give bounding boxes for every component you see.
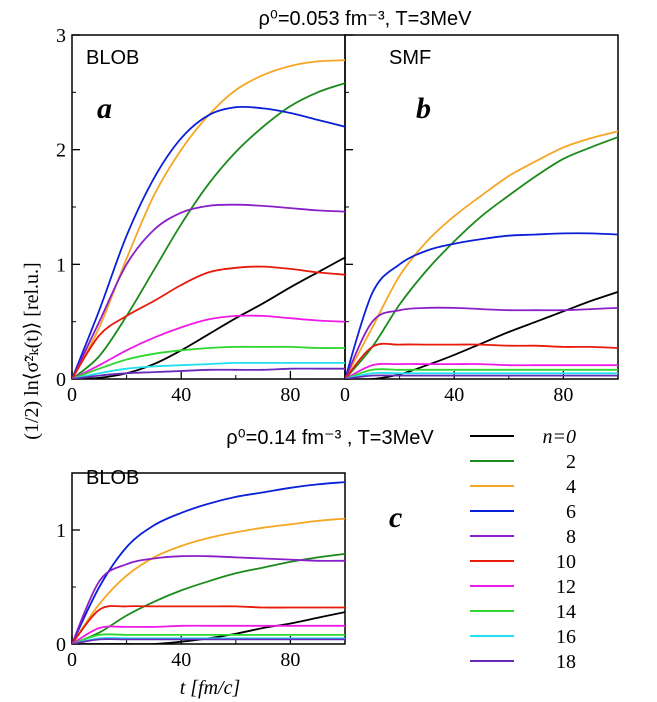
panel-b-series-8	[345, 306, 618, 379]
legend-label: 12	[556, 576, 576, 598]
panel-c-frame	[71, 472, 346, 645]
panel-c-series-4	[72, 517, 345, 644]
panel-b-series-2	[345, 136, 618, 379]
panel-a-xtick-label: 80	[280, 384, 300, 406]
panel-a-series-14	[72, 345, 345, 379]
panel-c-model-label: BLOB	[86, 467, 139, 489]
panel-c-series-16	[72, 636, 345, 644]
panel-c-series-12	[72, 624, 345, 644]
legend-label: 2	[566, 451, 576, 473]
panel-a-ytick-label: 0	[56, 369, 66, 391]
legend-label: 10	[556, 551, 576, 573]
panel-a-series-2	[72, 82, 345, 379]
legend-label: 18	[556, 651, 576, 673]
panel-a-series-10	[72, 265, 345, 379]
panel-b-series-14	[345, 368, 618, 379]
panel-b-model-label: SMF	[389, 47, 431, 69]
panel-a-series-6	[72, 105, 345, 379]
panel-a-model-label: BLOB	[86, 47, 139, 69]
panel-a-series-12	[72, 314, 345, 379]
panel-c-series-10	[72, 605, 345, 644]
panel-c-ytick-label: 1	[56, 520, 66, 542]
title-top: ρ⁰=0.053 fm⁻³, T=3MeV	[258, 8, 472, 30]
title-mid: ρ⁰=0.14 fm⁻³ , T=3MeV	[226, 427, 434, 449]
legend-label: 8	[566, 526, 576, 548]
x-axis-label: t [fm/c]	[180, 677, 241, 699]
panel-c-series-14	[72, 633, 345, 644]
panel-a-letter: a	[97, 92, 112, 125]
panel-b-series-6	[345, 232, 618, 379]
panel-c-series-2	[72, 553, 345, 644]
panel-c-xtick-label: 40	[171, 649, 191, 671]
panel-b-xtick-label: 0	[340, 384, 350, 406]
legend-label: 4	[566, 476, 576, 498]
panel-a-ytick-label: 2	[56, 140, 66, 162]
panel-c-letter: c	[389, 501, 402, 534]
panel-a-frame	[71, 34, 346, 380]
panel-a-ytick-label: 3	[56, 25, 66, 47]
legend-label: 16	[556, 626, 576, 648]
panel-b-series-4	[345, 130, 618, 379]
panel-a-ytick-label: 1	[56, 254, 66, 276]
panel-a-series-4	[72, 59, 345, 379]
panel-a-series-16	[72, 361, 345, 379]
panel-a-series-8	[72, 203, 345, 379]
panel-c-ytick-label: 0	[56, 634, 66, 656]
panel-a-xtick-label: 40	[171, 384, 191, 406]
panel-b-series-18	[345, 374, 618, 379]
panel-c-series-18	[72, 638, 345, 644]
legend-label: 14	[556, 601, 576, 623]
panel-a-xtick-label: 0	[67, 384, 77, 406]
panel-c-series-6	[72, 481, 345, 644]
panel-b-xtick-label: 80	[553, 384, 573, 406]
y-axis-label: (1/2) ln⟨σ̃²ₖ(t)⟩ [rel.u.]	[21, 262, 43, 439]
panel-a-series-n0	[72, 256, 345, 379]
panel-c-xtick-label: 80	[280, 649, 300, 671]
panel-b-series-n0	[345, 291, 618, 379]
legend-label: n=0	[543, 426, 577, 448]
panel-b-series-12	[345, 362, 618, 379]
panel-a-series-18	[72, 367, 345, 379]
panel-b-series-16	[345, 371, 618, 379]
panel-c-xtick-label: 0	[67, 649, 77, 671]
panel-b-letter: b	[416, 92, 431, 125]
legend-label: 6	[566, 501, 576, 523]
panel-c-series-8	[72, 555, 345, 644]
panel-b-series-10	[345, 342, 618, 379]
legend: n=0 2 4 6 8 10 12 14 16 18	[470, 426, 576, 673]
panel-b-xtick-label: 40	[444, 384, 464, 406]
